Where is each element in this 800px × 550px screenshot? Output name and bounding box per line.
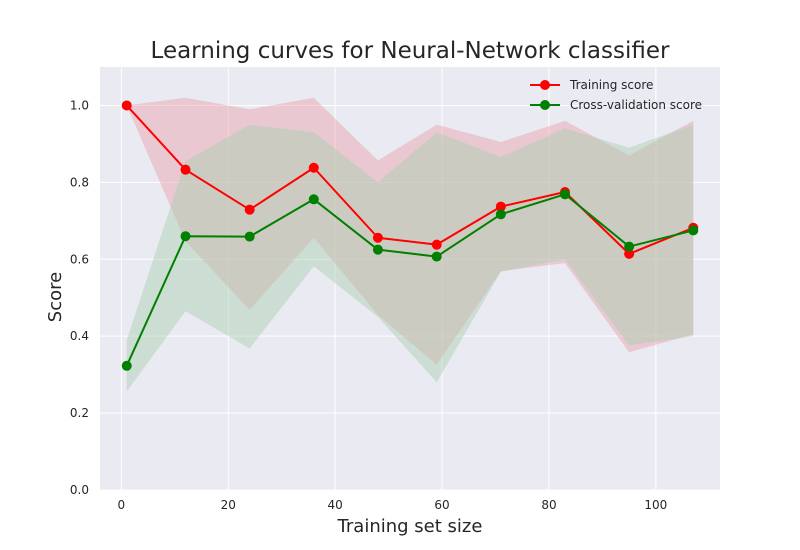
point-cross-validation-score bbox=[372, 244, 383, 255]
x-tick-label: 40 bbox=[328, 498, 343, 512]
y-tick-label: 1.0 bbox=[70, 98, 89, 112]
point-training-score bbox=[431, 239, 442, 250]
point-cross-validation-score bbox=[431, 251, 442, 262]
line-training-score bbox=[125, 104, 694, 255]
point-training-score bbox=[372, 232, 383, 243]
x-tick-label: 80 bbox=[541, 498, 556, 512]
x-tick-label: 60 bbox=[434, 498, 449, 512]
line-cross-validation-score bbox=[125, 193, 694, 367]
point-cross-validation-score bbox=[495, 209, 506, 220]
y-tick-labels: 0.0 0.2 0.4 0.6 0.8 1.0 bbox=[70, 98, 89, 497]
y-tick-label: 0.6 bbox=[70, 252, 89, 266]
point-cross-validation-score bbox=[121, 360, 132, 371]
point-cross-validation-score bbox=[308, 194, 319, 205]
point-training-score bbox=[624, 248, 635, 259]
y-tick-label: 0.4 bbox=[70, 329, 89, 343]
series-points bbox=[121, 100, 699, 371]
point-cross-validation-score bbox=[180, 231, 191, 242]
grid-lines bbox=[100, 67, 720, 491]
x-tick-label: 0 bbox=[118, 498, 126, 512]
x-axis-title: Training set size bbox=[337, 516, 483, 537]
point-training-score bbox=[495, 201, 506, 212]
x-tick-label: 20 bbox=[221, 498, 236, 512]
series-lines bbox=[125, 104, 694, 367]
legend-label-training: Training score bbox=[569, 78, 653, 92]
plot-area bbox=[100, 67, 720, 490]
x-tick-labels: 0 20 40 60 80 100 bbox=[118, 498, 668, 512]
confidence-bands bbox=[126, 97, 694, 392]
point-training-score bbox=[308, 162, 319, 173]
y-tick-label: 0.0 bbox=[70, 483, 89, 497]
legend-marker-cross-validation bbox=[540, 100, 550, 110]
y-tick-label: 0.8 bbox=[70, 175, 89, 189]
point-training-score bbox=[121, 100, 132, 111]
legend-label-cross-validation: Cross-validation score bbox=[570, 98, 702, 112]
y-tick-label: 0.2 bbox=[70, 406, 89, 420]
point-training-score bbox=[180, 164, 191, 175]
point-cross-validation-score bbox=[688, 225, 699, 236]
x-tick-label: 100 bbox=[644, 498, 667, 512]
point-training-score bbox=[244, 204, 255, 215]
band-training-score bbox=[126, 97, 694, 365]
legend: Training score Cross-validation score bbox=[530, 78, 702, 112]
band-cross-validation-score bbox=[126, 124, 694, 392]
legend-marker-training bbox=[540, 80, 550, 90]
point-cross-validation-score bbox=[560, 189, 570, 200]
point-cross-validation-score bbox=[624, 241, 635, 252]
chart-title: Learning curves for Neural-Network class… bbox=[151, 38, 670, 64]
point-cross-validation-score bbox=[244, 231, 255, 242]
y-axis-title: Score bbox=[45, 272, 66, 322]
